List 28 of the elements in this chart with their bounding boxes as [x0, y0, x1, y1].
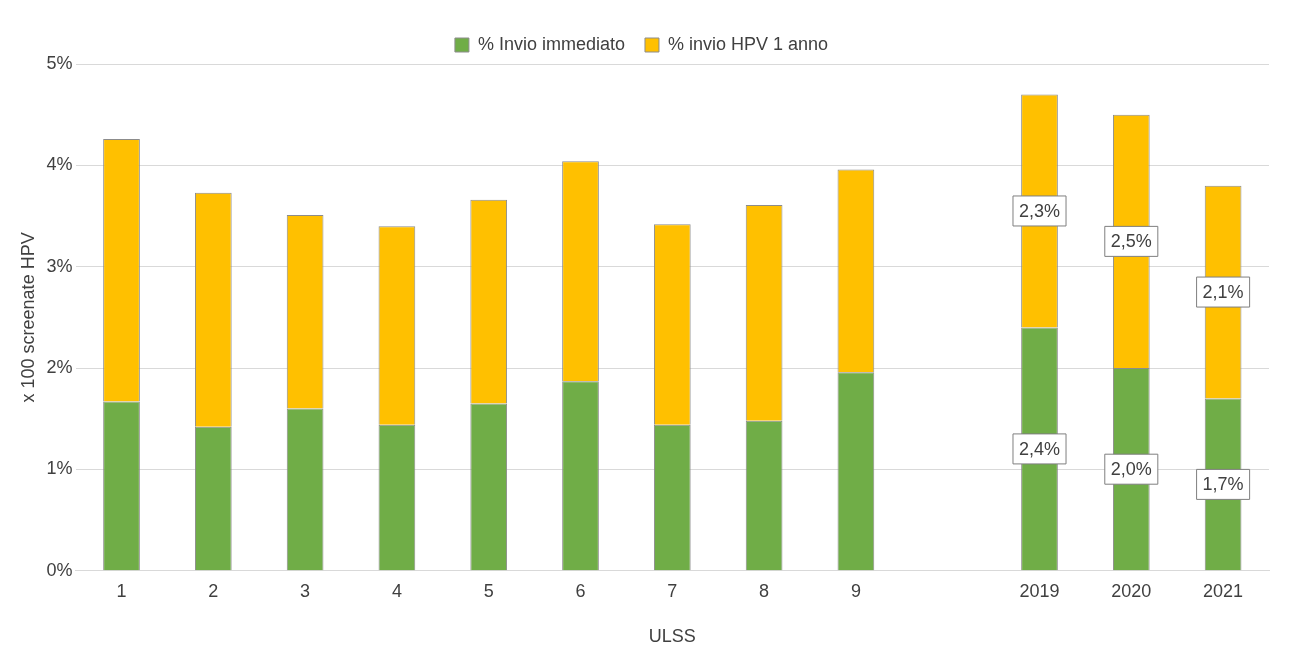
- y-axis-title: x 100 screenate HPV: [17, 232, 38, 403]
- x-tick-label: 9: [850, 580, 861, 601]
- data-label: 1,7%: [1202, 474, 1244, 495]
- data-label: 2,3%: [1018, 200, 1061, 221]
- data-label: 2,0%: [1110, 459, 1152, 480]
- y-tick-label: 0%: [46, 559, 73, 580]
- x-tick-label: 7: [667, 580, 678, 601]
- y-tick-label: 3%: [46, 255, 73, 276]
- y-tick-label: 1%: [46, 458, 73, 479]
- legend-label: % invio HPV 1 anno: [667, 33, 829, 54]
- x-axis-title: ULSS: [648, 626, 696, 647]
- data-label: 2,1%: [1202, 282, 1244, 303]
- data-label: 2,4%: [1018, 438, 1061, 459]
- x-tick-label: 2020: [1111, 580, 1152, 601]
- x-tick-label: 6: [575, 580, 586, 601]
- y-tick-label: 4%: [46, 154, 73, 175]
- x-tick-label: 2021: [1203, 580, 1244, 601]
- y-tick-label: 2%: [46, 357, 73, 378]
- x-tick-label: 2: [208, 580, 219, 601]
- x-tick-label: 5: [483, 580, 494, 601]
- x-tick-label: 2019: [1019, 580, 1060, 601]
- x-tick-label: 1: [116, 580, 127, 601]
- x-tick-label: 8: [759, 580, 770, 601]
- data-label: 2,5%: [1110, 231, 1152, 252]
- x-tick-label: 3: [300, 580, 311, 601]
- y-tick-label: 5%: [46, 52, 73, 73]
- x-tick-label: 4: [391, 580, 402, 601]
- legend-label: % Invio immediato: [477, 33, 625, 54]
